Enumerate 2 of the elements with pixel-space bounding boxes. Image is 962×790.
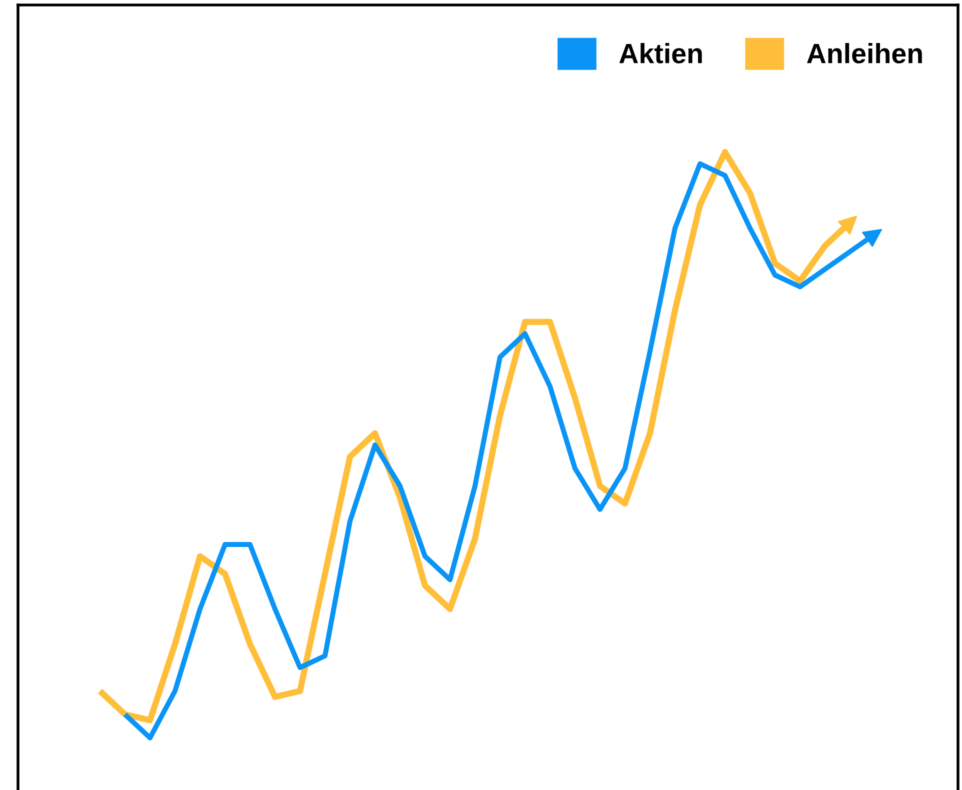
legend-label: Anleihen [807,43,922,64]
legend-label: Aktien [619,43,702,64]
